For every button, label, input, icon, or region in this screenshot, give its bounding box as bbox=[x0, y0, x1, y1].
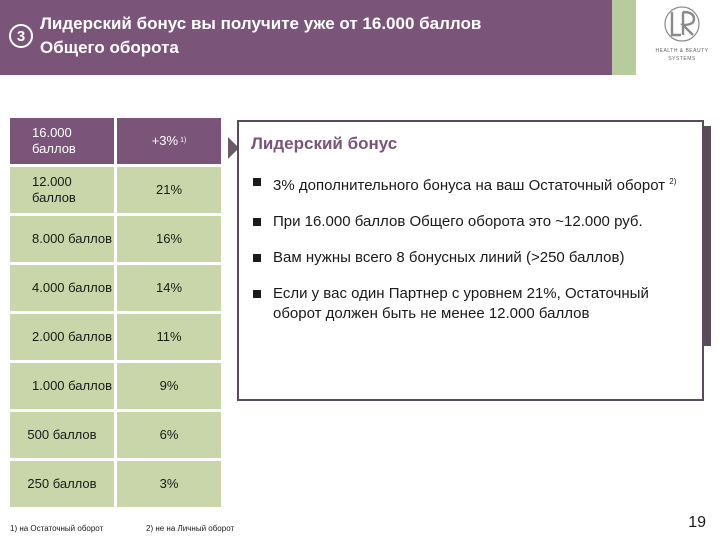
logo-tagline-1: HEALTH & BEAUTY bbox=[655, 48, 709, 54]
table-cell-points: 2.000 баллов bbox=[10, 314, 114, 360]
lr-logo-icon bbox=[664, 6, 700, 42]
table-cell-points: 8.000 баллов bbox=[10, 216, 114, 262]
page-number: 19 bbox=[688, 514, 706, 531]
page-title: Лидерский бонус вы получите уже от 16.00… bbox=[40, 12, 610, 60]
table-cell-bonus: 21% bbox=[117, 167, 221, 213]
header-bar: 3 Лидерский бонус вы получите уже от 16.… bbox=[0, 0, 720, 75]
info-bullet-list: 3% дополнительного бонуса на ваш Остаточ… bbox=[251, 172, 691, 340]
footnote-2: 2) не на Личный оборот bbox=[146, 524, 235, 533]
page-title-line-2: Общего оборота bbox=[40, 38, 179, 57]
table-cell-bonus: 6% bbox=[117, 412, 221, 458]
table-cell-bonus: 16% bbox=[117, 216, 221, 262]
leader-bonus-info-box: Лидерский бонус 3% дополнительного бонус… bbox=[237, 120, 704, 401]
bullet-text: 3% дополнительного бонуса на ваш Остаточ… bbox=[273, 177, 666, 194]
table-cell-points: 12.000 баллов bbox=[10, 167, 114, 213]
table-cell-bonus: 9% bbox=[117, 363, 221, 409]
table-cell-bonus: 3% bbox=[117, 461, 221, 507]
list-item: Вам нужны всего 8 бонусных линий (>250 б… bbox=[251, 248, 691, 268]
table-cell-bonus: 11% bbox=[117, 314, 221, 360]
step-number-badge: 3 bbox=[9, 24, 33, 48]
list-item: Если у вас один Партнер с уровнем 21%, О… bbox=[251, 284, 691, 324]
info-box-title: Лидерский бонус bbox=[251, 134, 398, 153]
table-cell-points: 500 баллов bbox=[10, 412, 114, 458]
list-item: 3% дополнительного бонуса на ваш Остаточ… bbox=[251, 172, 691, 196]
bonus-footnote-mark: 1) bbox=[180, 137, 187, 144]
pointer-arrow-icon bbox=[228, 137, 239, 159]
logo-tagline-2: SYSTEMS bbox=[668, 56, 696, 62]
table-cell-points: 250 баллов bbox=[10, 461, 114, 507]
table-cell-points: 1.000 баллов bbox=[10, 363, 114, 409]
footnote-1: 1) на Остаточный оборот bbox=[10, 524, 104, 533]
brand-logo: HEALTH & BEAUTY SYSTEMS bbox=[644, 0, 720, 75]
list-item: При 16.000 баллов Общего оборота это ~12… bbox=[251, 212, 691, 232]
table-cell-bonus: +3% 1) bbox=[117, 118, 221, 164]
table-cell-points: 16.000 баллов bbox=[10, 118, 114, 164]
header-accent-stripe bbox=[612, 0, 636, 75]
header-divider-stripe bbox=[636, 0, 644, 75]
table-cell-bonus: 14% bbox=[117, 265, 221, 311]
page-title-line-1: Лидерский бонус вы получите уже от 16.00… bbox=[40, 14, 482, 33]
bonus-value: +3% bbox=[151, 133, 179, 148]
table-cell-points: 4.000 баллов bbox=[10, 265, 114, 311]
bonus-level-table: 16.000 баллов +3% 1) 12.000 баллов 21% 8.… bbox=[10, 118, 221, 507]
bullet-footnote-mark: 2) bbox=[669, 177, 677, 186]
